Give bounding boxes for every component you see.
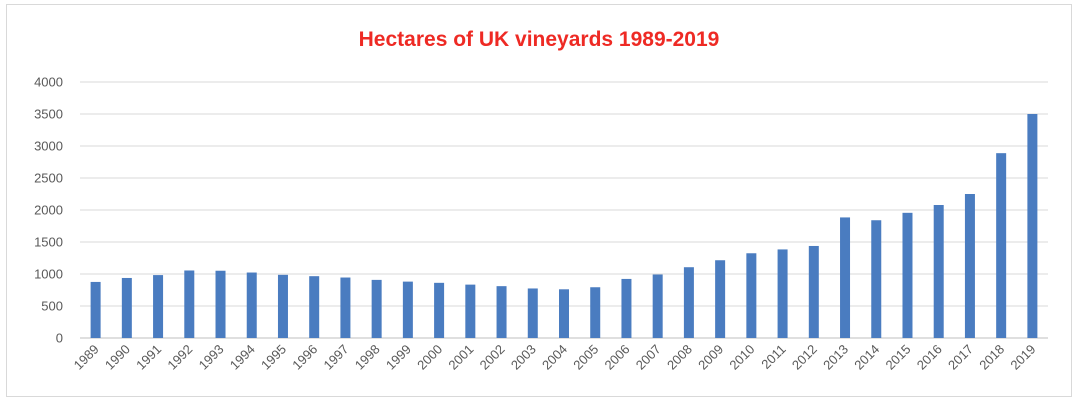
- x-tick-label: 2000: [414, 342, 445, 373]
- bar-2010: [746, 253, 757, 338]
- bar-2006: [621, 278, 632, 338]
- bar-1990: [121, 277, 132, 338]
- x-tick-label: 1994: [227, 342, 258, 373]
- bar-1992: [184, 270, 195, 338]
- bar-1999: [402, 281, 413, 338]
- x-tick-label: 2016: [914, 342, 945, 373]
- bar-2017: [964, 194, 975, 338]
- bar-1995: [277, 274, 288, 338]
- x-axis-tick-labels: 1989 1990 1991 1992 1993 1994 1995 1996 1997 1998…: [71, 342, 1039, 373]
- bar-2007: [652, 274, 663, 338]
- x-tick-label: 1990: [102, 342, 133, 373]
- bar-2008: [683, 267, 694, 338]
- bar-2013: [840, 217, 851, 338]
- y-tick-label: 2500: [34, 171, 63, 186]
- x-tick-label: 1991: [133, 342, 164, 373]
- y-tick-label: 2000: [34, 203, 63, 218]
- chart-frame: [6, 4, 1072, 397]
- bars: [90, 114, 1038, 338]
- x-tick-label: 2014: [851, 342, 882, 373]
- x-tick-label: 2017: [945, 342, 976, 373]
- x-tick-label: 2009: [695, 342, 726, 373]
- bar-1993: [215, 270, 226, 338]
- x-tick-label: 1997: [320, 342, 351, 373]
- bar-2018: [996, 153, 1007, 338]
- y-tick-label: 3500: [34, 107, 63, 122]
- gridlines: [80, 81, 1048, 339]
- x-tick-label: 1998: [352, 342, 383, 373]
- bar-2004: [559, 289, 569, 338]
- bar-2000: [434, 282, 445, 338]
- bar-1997: [340, 277, 351, 338]
- x-tick-label: 2011: [758, 342, 788, 372]
- x-tick-label: 2012: [789, 342, 820, 373]
- x-tick-label: 1996: [289, 342, 320, 373]
- x-tick-label: 2008: [664, 342, 695, 373]
- y-tick-label: 4000: [34, 75, 63, 90]
- bar-1998: [371, 279, 382, 338]
- x-tick-label: 1992: [164, 342, 195, 373]
- bar-1989: [90, 281, 101, 338]
- bar-1996: [309, 276, 320, 338]
- x-tick-label: 2005: [570, 342, 601, 373]
- bar-2019: [1027, 114, 1038, 338]
- y-tick-label: 1000: [34, 267, 63, 282]
- y-tick-label: 500: [41, 299, 63, 314]
- bar-1994: [246, 272, 257, 338]
- x-tick-label: 2015: [883, 342, 914, 373]
- chart-title: Hectares of UK vineyards 1989-2019: [358, 28, 720, 51]
- bar-2014: [871, 220, 882, 338]
- bar-2002: [496, 286, 507, 338]
- bar-2005: [590, 287, 601, 338]
- bar-2001: [465, 284, 476, 338]
- x-tick-label: 2006: [602, 342, 633, 373]
- x-tick-label: 1989: [71, 342, 102, 373]
- bar-1991: [153, 275, 164, 338]
- x-tick-label: 2001: [445, 342, 476, 373]
- x-tick-label: 2007: [633, 342, 664, 373]
- y-tick-label: 0: [56, 331, 63, 346]
- x-tick-label: 2013: [820, 342, 851, 373]
- x-tick-label: 1995: [258, 342, 289, 373]
- y-tick-label: 3000: [34, 139, 63, 154]
- bar-2015: [902, 212, 913, 338]
- y-axis-tick-labels: 0 500 1000 1500 2000 2500 3000 3500 4000: [34, 75, 63, 346]
- x-tick-label: 2002: [477, 342, 508, 373]
- x-tick-label: 2004: [539, 342, 570, 373]
- bar-2016: [933, 205, 944, 338]
- x-tick-label: 1999: [383, 342, 414, 373]
- bar-2003: [527, 288, 538, 338]
- x-tick-label: 2019: [1007, 342, 1038, 373]
- bar-2011: [777, 249, 788, 338]
- x-tick-label: 1993: [196, 342, 227, 373]
- bar-2009: [715, 260, 726, 338]
- bar-2012: [808, 245, 819, 338]
- x-tick-label: 2010: [726, 342, 757, 373]
- y-tick-label: 1500: [34, 235, 63, 250]
- x-tick-label: 2018: [976, 342, 1007, 373]
- x-tick-label: 2003: [508, 342, 539, 373]
